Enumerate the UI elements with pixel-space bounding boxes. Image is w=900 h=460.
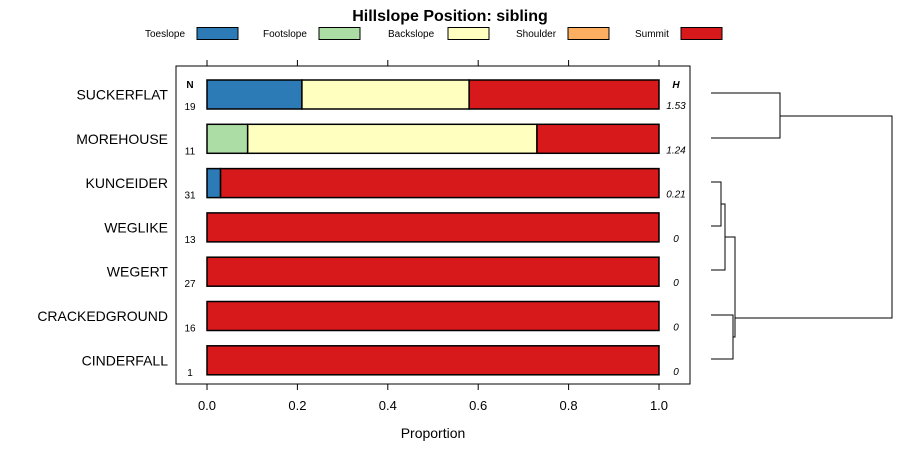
bar-suckerflat-toeslope [206, 79, 303, 110]
category-label: CINDERFALL [82, 352, 169, 368]
x-tick-label: 0.0 [198, 398, 216, 413]
dendrogram-branch [735, 115, 893, 319]
chart-title: Hillslope Position: sibling [352, 8, 548, 25]
category-label: WEGERT [107, 264, 169, 280]
bar-suckerflat-backslope [301, 79, 470, 110]
dendrogram [711, 92, 893, 360]
category-label: KUNCEIDER [86, 175, 168, 191]
n-value: 16 [184, 324, 196, 335]
bar-weglike-summit [206, 212, 660, 243]
dendrogram-branch [711, 203, 726, 271]
x-tick-label: 1.0 [650, 398, 668, 413]
h-value: 0 [673, 234, 679, 245]
x-tick-label: 0.2 [288, 398, 306, 413]
legend-swatch-toeslope [196, 27, 239, 40]
n-value: 1 [187, 368, 193, 379]
bar-kunceider-toeslope [206, 167, 222, 199]
legend-label-toeslope: Toeslope [145, 29, 185, 40]
n-value: 19 [184, 102, 196, 113]
n-value: 31 [184, 191, 196, 202]
bar-morehouse-footslope [206, 123, 249, 155]
n-value: 13 [184, 235, 196, 246]
legend-label-summit: Summit [635, 29, 669, 40]
category-label: CRACKEDGROUND [37, 308, 168, 324]
n-header: N [186, 80, 193, 91]
x-tick-label: 0.4 [379, 398, 397, 413]
legend-swatch-backslope [447, 27, 490, 40]
plot-frame [175, 65, 691, 385]
dendrogram-branch [725, 236, 736, 338]
bar-morehouse-backslope [246, 123, 538, 155]
h-value: 1.24 [666, 145, 686, 156]
x-axis: 0.0 0.2 0.4 0.6 0.8 1.0 [198, 60, 668, 413]
bar-crackedground-summit [206, 300, 660, 332]
h-value: 0 [673, 278, 679, 289]
legend-label-shoulder: Shoulder [516, 29, 557, 40]
legend-label-footslope: Footslope [263, 29, 307, 40]
h-value: 0 [673, 367, 679, 378]
dendrogram-branch [711, 92, 781, 139]
legend: Toeslope Footslope Backslope Shoulder Summit [145, 27, 723, 40]
bar-suckerflat-summit [468, 79, 660, 110]
x-axis-title: Proportion [401, 425, 466, 441]
dendrogram-branch [711, 181, 722, 227]
n-value: 27 [184, 279, 196, 290]
bars: SUCKERFLAT 19 1.53 MOREHOUSE 11 1.24 KUNCEIDER… [37, 79, 686, 379]
legend-swatch-shoulder [567, 27, 610, 40]
h-value: 0 [673, 323, 679, 334]
legend-label-backslope: Backslope [388, 29, 435, 40]
x-tick-label: 0.6 [469, 398, 487, 413]
legend-swatch-summit [680, 27, 723, 40]
bar-morehouse-summit [536, 123, 660, 155]
bar-cinderfall-summit [206, 345, 660, 376]
category-label: WEGLIKE [104, 219, 168, 235]
h-value: 1.53 [666, 101, 686, 112]
n-value: 11 [185, 146, 196, 157]
dendrogram-branch [711, 314, 734, 360]
x-tick-label: 0.8 [560, 398, 578, 413]
h-header: H [672, 80, 680, 91]
category-label: SUCKERFLAT [76, 87, 168, 103]
bar-wegert-summit [206, 256, 660, 287]
h-value: 0.21 [666, 190, 685, 201]
legend-swatch-footslope [318, 27, 361, 40]
category-label: MOREHOUSE [76, 131, 168, 147]
bar-kunceider-summit [219, 167, 660, 199]
